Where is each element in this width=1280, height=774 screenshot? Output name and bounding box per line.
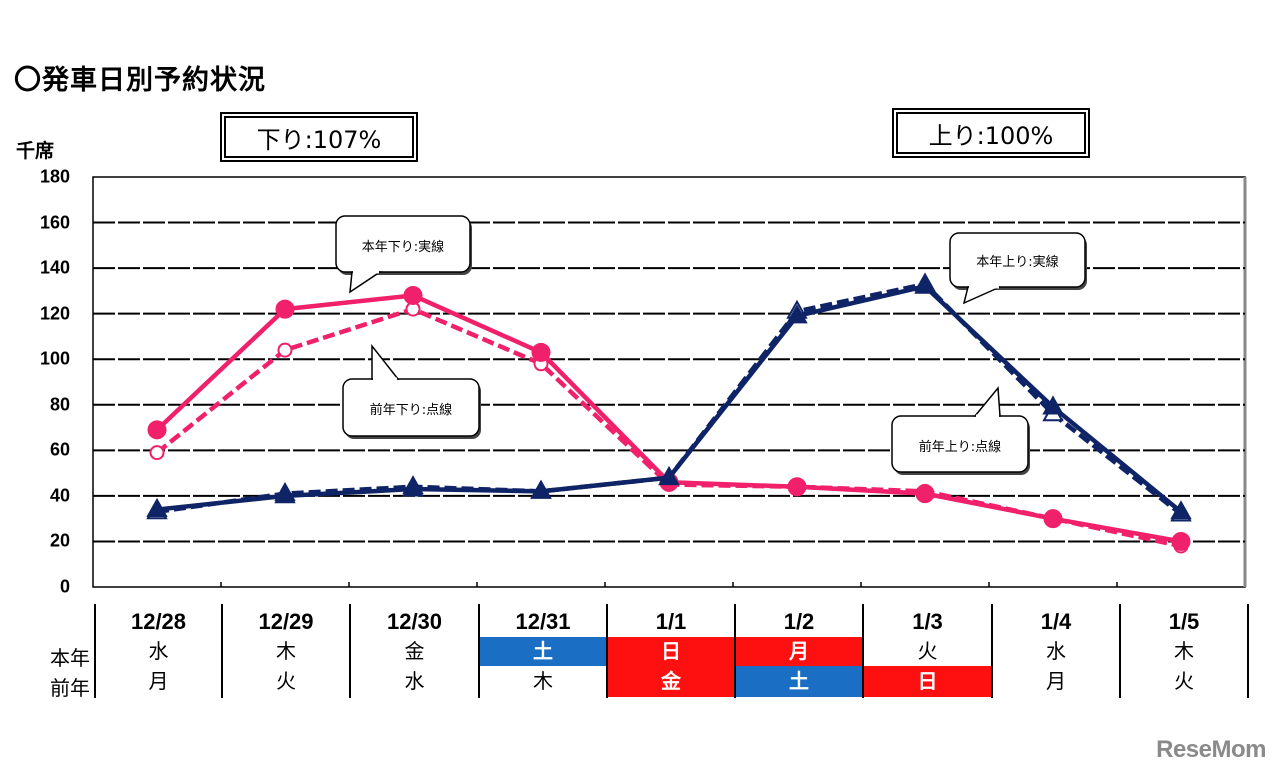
callout-down-current-shape xyxy=(335,215,472,294)
data-point-triangle xyxy=(914,274,936,294)
data-point-triangle xyxy=(1170,500,1192,520)
page-title: 〇発車日別予約状況 xyxy=(14,65,266,96)
table-column-separator xyxy=(1247,604,1249,698)
current-weekday-cell: 水 xyxy=(148,639,169,663)
data-point-circle xyxy=(1043,509,1063,529)
current-weekday-cell: 水 xyxy=(1046,639,1066,663)
data-point-circle xyxy=(1171,531,1191,551)
date-cell: 1/5 xyxy=(1168,609,1200,634)
up-ratio-box: 上り:100% xyxy=(892,108,1090,158)
data-point-triangle xyxy=(146,497,168,517)
table-column-separator xyxy=(862,604,864,698)
prior-weekday-cell: 土 xyxy=(736,666,862,697)
callout-down-prior: 前年下り:点線 xyxy=(369,403,453,418)
callout-down-current: 本年下り:実線 xyxy=(361,240,445,255)
resemom-logo: ReseMom xyxy=(1156,736,1266,763)
data-point-circle xyxy=(275,299,295,319)
y-tick-label: 0 xyxy=(59,576,70,597)
data-point-circle xyxy=(147,420,167,440)
series-2 xyxy=(146,274,1192,520)
callout-up-prior-shape xyxy=(891,386,1030,475)
table-column-separator xyxy=(606,604,608,698)
prior-weekday-cell: 日 xyxy=(864,666,991,697)
data-point-circle xyxy=(915,484,935,504)
table-column-separator xyxy=(221,604,223,698)
data-point-circle xyxy=(277,342,293,358)
callout-up-current-shape xyxy=(949,232,1087,305)
current-weekday-cell: 火 xyxy=(917,639,938,663)
data-point-triangle xyxy=(274,484,296,504)
table-column-separator xyxy=(991,604,993,698)
y-tick-label: 160 xyxy=(39,212,70,233)
data-point-circle xyxy=(403,285,423,305)
current-weekday-cell: 木 xyxy=(276,639,296,663)
table-column-separator xyxy=(478,604,480,698)
down-ratio-box: 下り:107% xyxy=(220,112,418,162)
date-cell: 1/3 xyxy=(912,609,943,634)
date-cell: 1/2 xyxy=(783,609,815,634)
data-point-circle xyxy=(787,477,807,497)
date-cell: 12/30 xyxy=(386,609,443,634)
row-label-current: 本年 xyxy=(50,646,90,670)
callout-up-current: 本年上り:実線 xyxy=(976,255,1059,270)
date-cell: 12/28 xyxy=(130,609,187,634)
y-tick-label: 20 xyxy=(49,530,70,551)
data-point-triangle xyxy=(786,304,808,324)
date-cell: 1/4 xyxy=(1040,609,1072,634)
y-tick-label: 80 xyxy=(49,394,70,415)
current-weekday-cell: 日 xyxy=(608,637,734,666)
callout-up-prior: 前年上り:点線 xyxy=(918,440,1002,455)
chart-callouts xyxy=(335,215,1087,475)
prior-weekday-cell: 火 xyxy=(1174,669,1194,693)
current-weekday-cell: 金 xyxy=(404,639,425,663)
prior-weekday-cell: 月 xyxy=(1046,669,1066,693)
y-tick-label: 40 xyxy=(49,485,70,506)
date-cell: 12/29 xyxy=(258,609,314,634)
table-column-separator xyxy=(1119,604,1121,698)
callout-down-prior-shape xyxy=(342,343,481,439)
table-column-separator xyxy=(94,604,96,698)
current-weekday-cell: 月 xyxy=(736,637,862,666)
y-tick-label: 120 xyxy=(39,303,70,324)
y-tick-label: 100 xyxy=(39,348,70,369)
prior-weekday-cell: 金 xyxy=(608,666,734,697)
y-tick-label: 60 xyxy=(49,439,70,460)
prior-weekday-cell: 月 xyxy=(148,669,169,693)
data-point-triangle xyxy=(530,479,552,499)
down-ratio-label: 下り:107% xyxy=(256,125,382,154)
table-column-separator xyxy=(349,604,351,698)
table-column-separator xyxy=(734,604,736,698)
data-point-circle xyxy=(531,342,551,362)
current-weekday-cell: 土 xyxy=(480,637,606,666)
date-cell: 12/31 xyxy=(515,609,571,634)
data-point-triangle xyxy=(1042,395,1064,415)
y-tick-label: 180 xyxy=(39,166,70,187)
data-point-triangle xyxy=(658,466,680,486)
date-cell: 1/1 xyxy=(655,609,687,634)
current-weekday-cell: 木 xyxy=(1174,639,1194,663)
prior-weekday-cell: 水 xyxy=(404,669,425,693)
data-point-triangle xyxy=(402,477,424,497)
data-point-circle xyxy=(149,445,165,461)
row-label-prior: 前年 xyxy=(50,676,90,700)
up-ratio-label: 上り:100% xyxy=(928,121,1054,150)
prior-weekday-cell: 火 xyxy=(276,669,296,693)
chart-series xyxy=(146,272,1192,554)
prior-weekday-cell: 木 xyxy=(533,669,553,693)
y-tick-label: 140 xyxy=(39,257,70,278)
y-axis-unit: 千席 xyxy=(16,140,55,162)
